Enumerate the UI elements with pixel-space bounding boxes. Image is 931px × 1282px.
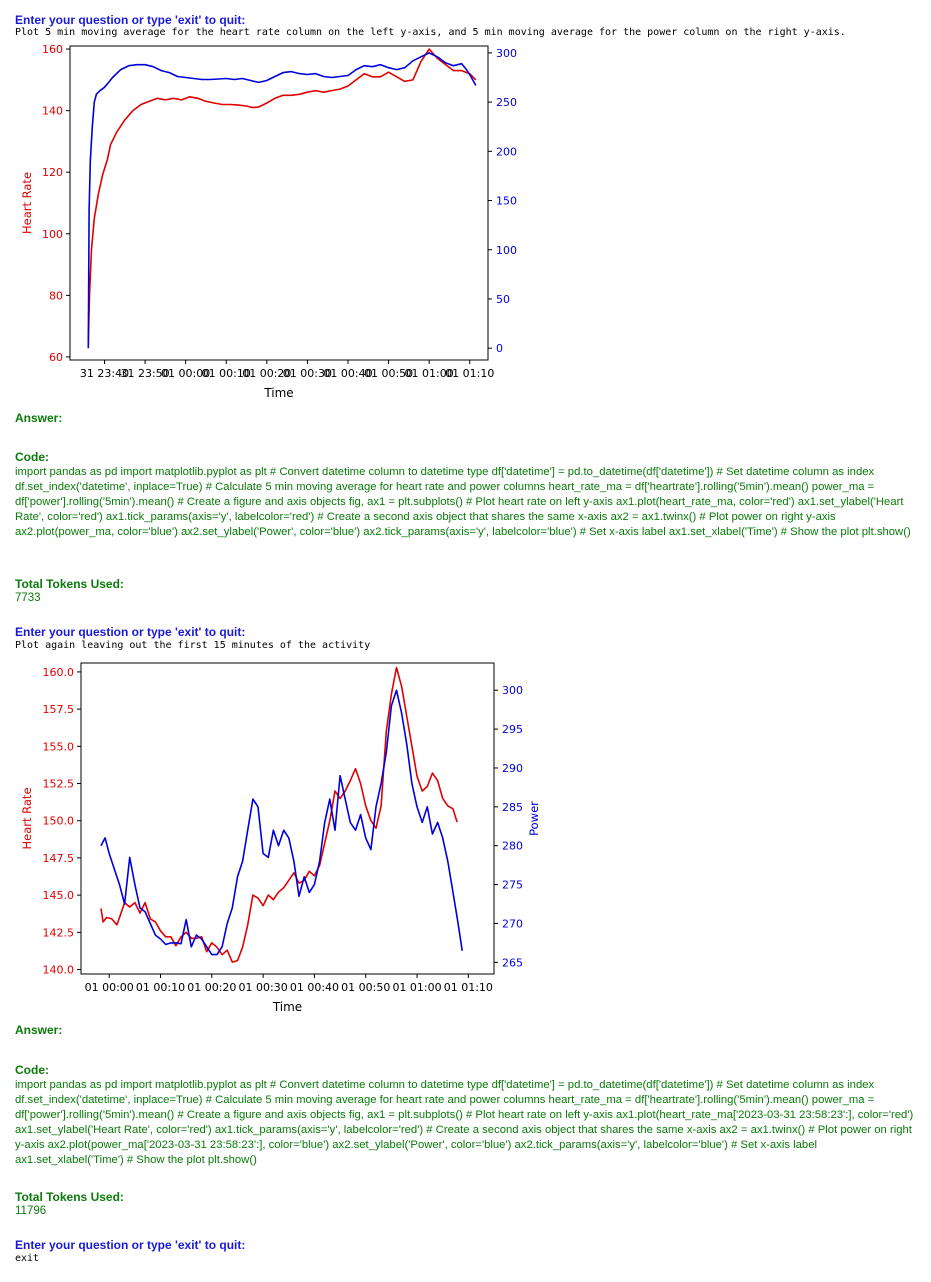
answer-label: Answer: [15,1023,63,1037]
y-right-tick-label: 270 [502,917,523,930]
code-label: Code: [15,450,49,464]
y-left-tick-label: 140 [42,105,63,118]
user-question: Plot again leaving out the first 15 minu… [15,640,371,651]
tokens-value: 7733 [15,592,41,604]
y-left-tick-label: 150.0 [43,815,75,828]
user-question: Plot 5 min moving average for the heart … [15,27,846,38]
code-block: import pandas as pd import matplotlib.py… [15,466,911,538]
y-right-tick-label: 100 [496,244,517,257]
y-left-axis-label: Heart Rate [20,172,34,234]
y-left-tick-label: 60 [49,351,63,364]
x-tick-label: 01 00:30 [239,981,288,994]
x-tick-label: 01 00:50 [364,367,413,380]
y-left-tick-label: 100 [42,228,63,241]
power-line [87,52,477,349]
y-left-tick-label: 155.0 [43,740,75,753]
chart-heart-rate-power: 60 80 100 120 140 160 0 50 100 150 200 250 300 31 23:… [20,43,517,400]
tokens-label: Total Tokens Used: [15,577,124,591]
y-right-tick-label: 290 [502,762,523,775]
x-tick-label: 01 00:10 [136,981,185,994]
prompt-label: Enter your question or type 'exit' to qu… [15,1238,246,1252]
x-tick-label: 01 00:20 [187,981,236,994]
x-tick-label: 01 00:50 [341,981,390,994]
x-tick-label: 01 00:20 [242,367,291,380]
x-tick-label: 01 00:40 [290,981,339,994]
tokens-label: Total Tokens Used: [15,1190,124,1204]
y-right-tick-label: 300 [496,47,517,60]
plot-frame [80,662,495,975]
x-tick-label: 01 00:30 [283,367,332,380]
y-left-tick-label: 160.0 [43,666,75,679]
x-tick-label: 01 00:00 [161,367,210,380]
y-left-tick-label: 145.0 [43,889,75,902]
x-tick-label: 01 01:10 [445,367,494,380]
y-left-tick-label: 142.5 [43,926,75,939]
x-tick-label: 01 00:10 [202,367,251,380]
tokens-value: 11796 [15,1205,47,1217]
x-axis-label: Time [263,386,293,400]
x-tick-label: 31 23:40 [80,367,129,380]
y-left-axis-label: Heart Rate [20,787,34,849]
prompt-label: Enter your question or type 'exit' to qu… [15,625,246,639]
y-left-tick-label: 147.5 [43,852,75,865]
x-tick-label: 31 23:50 [120,367,169,380]
y-right-tick-label: 295 [502,723,523,736]
y-right-tick-label: 300 [502,684,523,697]
y-left-tick-label: 140.0 [43,964,75,977]
y-left-tick-label: 157.5 [43,703,75,716]
y-left-tick-label: 152.5 [43,778,75,791]
x-tick-label: 01 00:40 [323,367,372,380]
y-right-tick-label: 250 [496,96,517,109]
y-right-tick-label: 200 [496,145,517,158]
answer-label: Answer: [15,411,63,425]
x-tick-label: 01 00:00 [85,981,134,994]
y-left-tick-label: 120 [42,166,63,179]
code-label: Code: [15,1063,49,1077]
prompt-label: Enter your question or type 'exit' to qu… [15,13,246,27]
user-input-exit: exit [15,1253,40,1264]
x-tick-label: 01 01:00 [392,981,441,994]
heart-rate-line [87,48,477,345]
y-right-tick-label: 150 [496,195,517,208]
y-right-tick-label: 50 [496,293,510,306]
x-axis-label: Time [272,1000,302,1014]
y-right-tick-label: 275 [502,879,523,892]
plot-frame [69,45,489,361]
y-left-tick-label: 160 [42,43,63,56]
chart-heart-rate-power-trimmed: 140.0 142.5 145.0 147.5 150.0 152.5 155.0 157.5… [20,662,541,1014]
y-right-tick-label: 280 [502,840,523,853]
code-block: import pandas as pd import matplotlib.py… [15,1079,914,1166]
y-right-tick-label: 0 [496,342,503,355]
heart-rate-line [100,666,458,963]
x-tick-label: 01 01:10 [444,981,493,994]
y-right-tick-label: 265 [502,956,523,969]
power-line [100,689,463,956]
x-tick-label: 01 01:00 [405,367,454,380]
y-right-axis-label: Power [527,801,541,836]
y-right-tick-label: 285 [502,801,523,814]
y-left-tick-label: 80 [49,289,63,302]
